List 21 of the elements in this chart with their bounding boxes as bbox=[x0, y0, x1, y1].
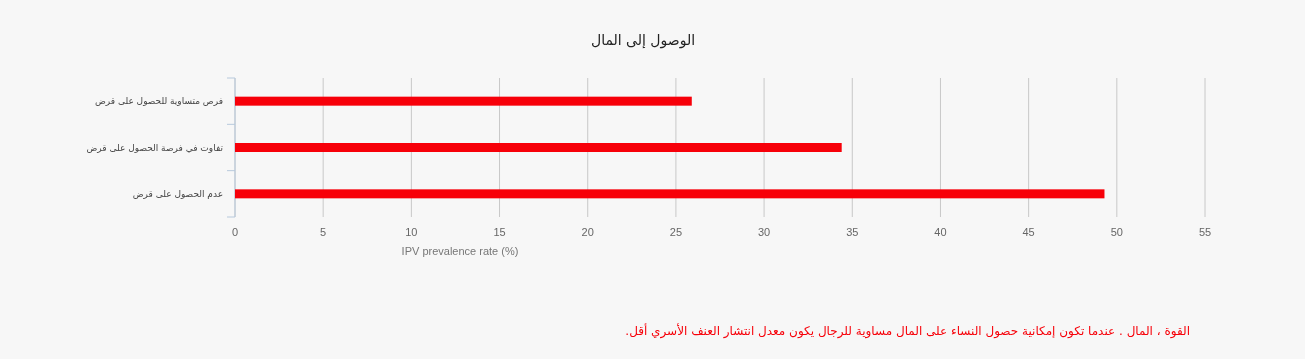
x-tick-label: 25 bbox=[669, 226, 683, 238]
text: القوة ، المال . عندما تكون إمكانية حصول النساء على المال مساوية للرجال يكون معدل انتشار العنف الأسري أقل. bbox=[625, 323, 1190, 339]
y-tick-label: تفاوت في فرصة الحصول على قرض bbox=[86, 142, 224, 153]
x-axis-title: IPV prevalence rate (%) bbox=[401, 245, 519, 257]
x-tick-label: 5 bbox=[320, 226, 327, 238]
x-tick-label: 55 bbox=[1198, 226, 1212, 238]
bar bbox=[235, 143, 842, 152]
x-tick-label: 50 bbox=[1110, 226, 1123, 238]
x-tick-label: 20 bbox=[581, 226, 594, 238]
x-tick-label: 35 bbox=[846, 226, 859, 238]
x-tick-label: 45 bbox=[1022, 226, 1035, 238]
chart-title: الوصول إلى المال bbox=[590, 32, 696, 49]
x-tick-label: 40 bbox=[934, 226, 947, 238]
x-tick-label: 10 bbox=[405, 226, 418, 238]
x-tick-label: 0 bbox=[231, 226, 239, 238]
x-tick-label: 15 bbox=[493, 226, 506, 238]
bar bbox=[235, 96, 692, 106]
y-tick-label: عدم الحصول على قرض bbox=[132, 188, 223, 199]
y-tick-label: فرص متساوية للحصول على قرض bbox=[94, 96, 223, 107]
x-tick-label: 30 bbox=[757, 226, 771, 238]
bar bbox=[235, 189, 1105, 199]
